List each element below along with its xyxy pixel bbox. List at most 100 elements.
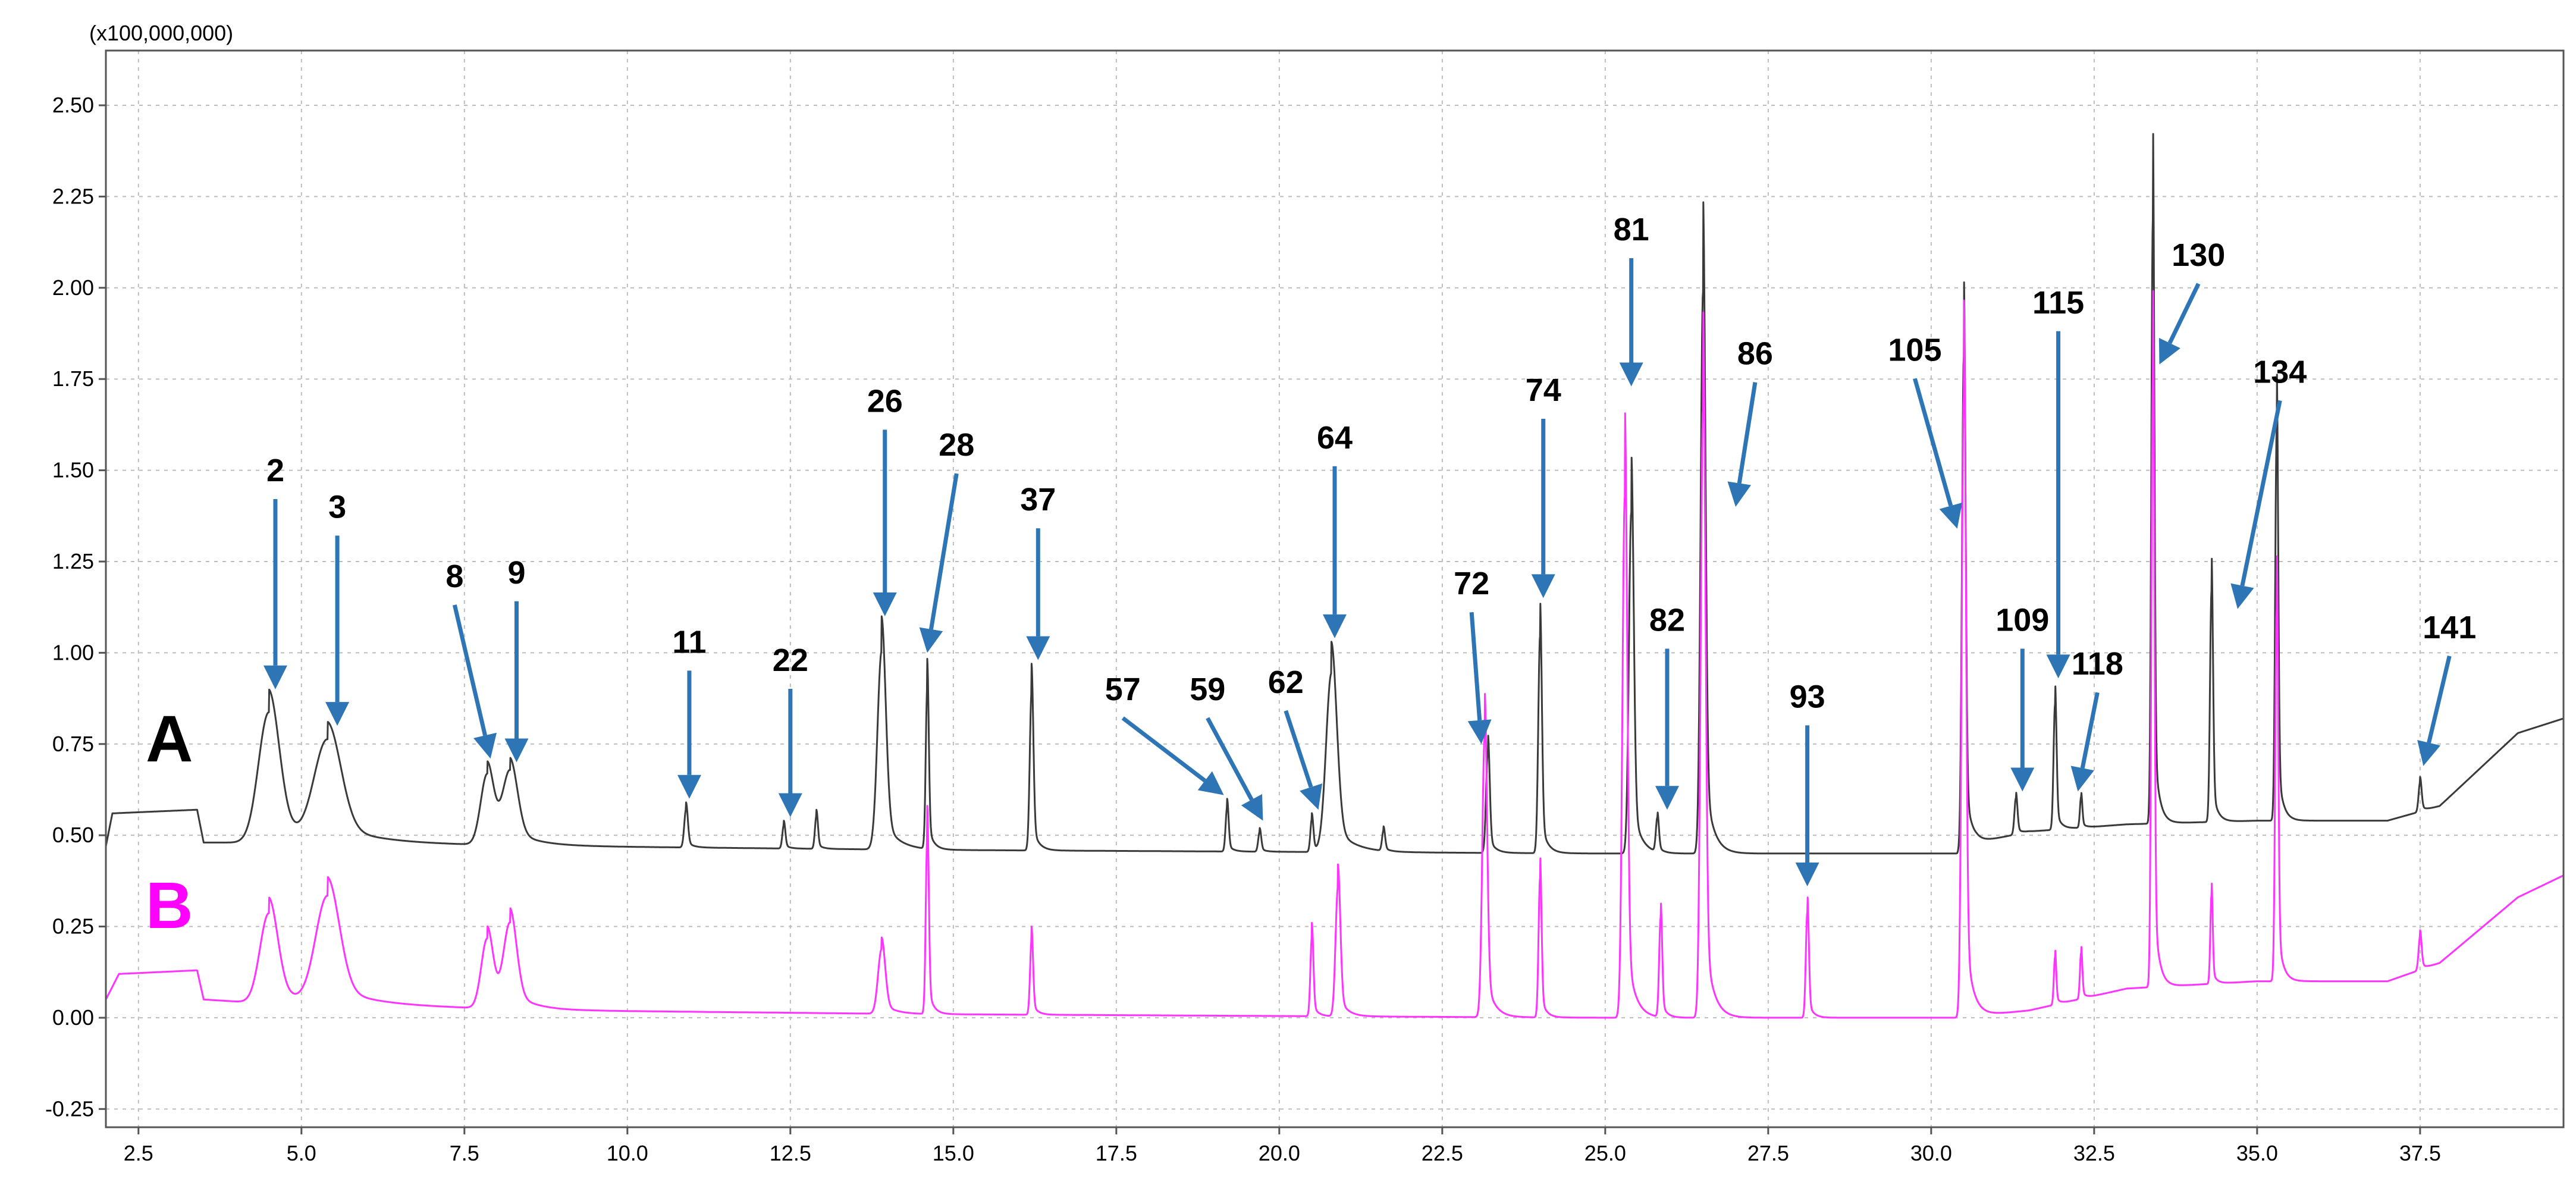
- peak-label: 26: [867, 383, 903, 419]
- peak-arrow-shaft: [1469, 612, 1482, 721]
- peak-label: 93: [1790, 679, 1825, 714]
- peak-arrow-head: [778, 793, 802, 817]
- y-tick-label: 2.50: [52, 93, 94, 117]
- peak-arrow-head: [263, 665, 287, 689]
- peak-label: 62: [1268, 664, 1304, 700]
- peak-label: 118: [2072, 646, 2123, 682]
- peak-arrow-head: [2417, 740, 2441, 766]
- traces: [105, 133, 2564, 1019]
- peak-label: 64: [1317, 420, 1353, 456]
- series-a-label: A: [146, 703, 193, 776]
- peak-label: 9: [507, 555, 525, 591]
- peak-label: 72: [1454, 566, 1489, 601]
- x-tick-label: 30.0: [1910, 1141, 1952, 1165]
- peak-label: 2: [266, 453, 284, 488]
- x-tick-label: 17.5: [1096, 1141, 1137, 1165]
- x-tick-label: 35.0: [2236, 1141, 2278, 1165]
- peak-label: 130: [2172, 237, 2225, 273]
- x-tick-label: 32.5: [2073, 1141, 2115, 1165]
- peak-arrow-head: [2010, 767, 2035, 792]
- y-tick-label: 1.50: [52, 458, 94, 482]
- y-tick-label: 0.25: [52, 914, 94, 939]
- peak-arrow-head: [1323, 614, 1347, 638]
- peak-arrow-head: [1531, 574, 1555, 598]
- peak-label: 3: [328, 489, 346, 525]
- y-tick-label: -0.25: [45, 1096, 94, 1121]
- peak-arrow-head: [1467, 719, 1492, 744]
- peak-label: 105: [1888, 333, 1941, 368]
- peak-label: 82: [1649, 603, 1685, 638]
- peak-label: 141: [2423, 610, 2476, 645]
- axes: 2.5 5.0 7.5 10.0 12.5 15.0 17.5 20.0 22.5 25.0 27.…: [45, 93, 2441, 1165]
- peak-arrow-head: [2046, 654, 2070, 679]
- peak-arrow-shaft: [2167, 283, 2201, 344]
- peak-arrow-shaft: [2427, 656, 2452, 744]
- peak-arrow-shaft: [1284, 710, 1313, 788]
- peak-label: 134: [2253, 354, 2307, 390]
- peak-arrow-head: [2158, 337, 2180, 365]
- peak-label: 86: [1737, 336, 1773, 372]
- x-tick-label: 7.5: [450, 1141, 479, 1165]
- peak-label: 11: [672, 624, 706, 660]
- peak-label: 115: [2032, 285, 2084, 321]
- peak-arrow-head: [504, 738, 529, 763]
- y-tick-label: 1.25: [52, 549, 94, 573]
- peak-arrow-head: [1795, 863, 1819, 887]
- peak-arrow-head: [1300, 783, 1323, 810]
- peak-label: 8: [445, 559, 463, 594]
- peak-label: 109: [1995, 603, 2049, 638]
- peak-arrow-head: [1727, 481, 1752, 507]
- x-tick-label: 2.5: [124, 1141, 153, 1165]
- y-tick-label: 0.75: [52, 732, 94, 756]
- peak-label: 22: [773, 642, 808, 678]
- peak-arrow-head: [677, 774, 701, 799]
- peak-label: 74: [1526, 372, 1561, 408]
- x-tick-label: 37.5: [2399, 1141, 2441, 1165]
- series-b-trace: [105, 290, 2564, 1019]
- peak-label: 81: [1614, 212, 1649, 247]
- x-tick-label: 22.5: [1422, 1141, 1463, 1165]
- peak-arrow-shaft: [452, 604, 487, 736]
- peak-arrow-shaft: [1913, 378, 1953, 507]
- x-tick-label: 12.5: [770, 1141, 811, 1165]
- peak-arrow-head: [1619, 362, 1643, 387]
- peak-arrow-shaft: [2080, 692, 2100, 769]
- peak-arrow-head: [1655, 786, 1679, 810]
- y-tick-label: 0.50: [52, 823, 94, 847]
- x-tick-label: 15.0: [933, 1141, 974, 1165]
- peak-arrow-shaft: [1121, 716, 1206, 783]
- x-tick-label: 5.0: [287, 1141, 316, 1165]
- y-scale-label: (x100,000,000): [89, 21, 233, 45]
- y-tick-label: 1.00: [52, 640, 94, 664]
- peak-label: 28: [939, 427, 974, 463]
- peak-arrow-head: [325, 702, 350, 726]
- peak-arrow-shaft: [928, 473, 959, 630]
- series-a-trace: [105, 133, 2564, 855]
- peak-arrow-head: [473, 732, 497, 759]
- peak-label: 37: [1020, 482, 1056, 518]
- peak-arrow-head: [873, 592, 897, 617]
- peak-arrow-head: [919, 627, 943, 653]
- peak-arrow-head: [1241, 794, 1263, 821]
- x-tick-label: 25.0: [1584, 1141, 1626, 1165]
- y-tick-label: 1.75: [52, 366, 94, 391]
- x-tick-label: 20.0: [1259, 1141, 1300, 1165]
- peak-label: 57: [1105, 672, 1141, 707]
- peak-arrow-head: [1939, 502, 1963, 529]
- y-tick-label: 0.00: [52, 1005, 94, 1030]
- x-tick-label: 27.5: [1747, 1141, 1789, 1165]
- peak-annotations: 2 3 8 9 11 22 26 28 37 57 59 62 64 72 74 81 82 86 93 105 109…: [263, 212, 2476, 887]
- peak-label: 59: [1190, 672, 1225, 707]
- peak-arrow-head: [1197, 771, 1224, 795]
- y-tick-label: 2.00: [52, 275, 94, 300]
- peak-arrow-head: [2070, 766, 2094, 792]
- peak-arrow-shaft: [1206, 717, 1254, 801]
- peak-arrow-head: [2230, 583, 2254, 609]
- series-b-label: B: [146, 869, 193, 942]
- plot-frame: [105, 49, 2565, 1128]
- peak-arrow-head: [1026, 636, 1050, 660]
- peak-arrow-shaft: [1737, 382, 1758, 484]
- x-tick-label: 10.0: [607, 1141, 648, 1165]
